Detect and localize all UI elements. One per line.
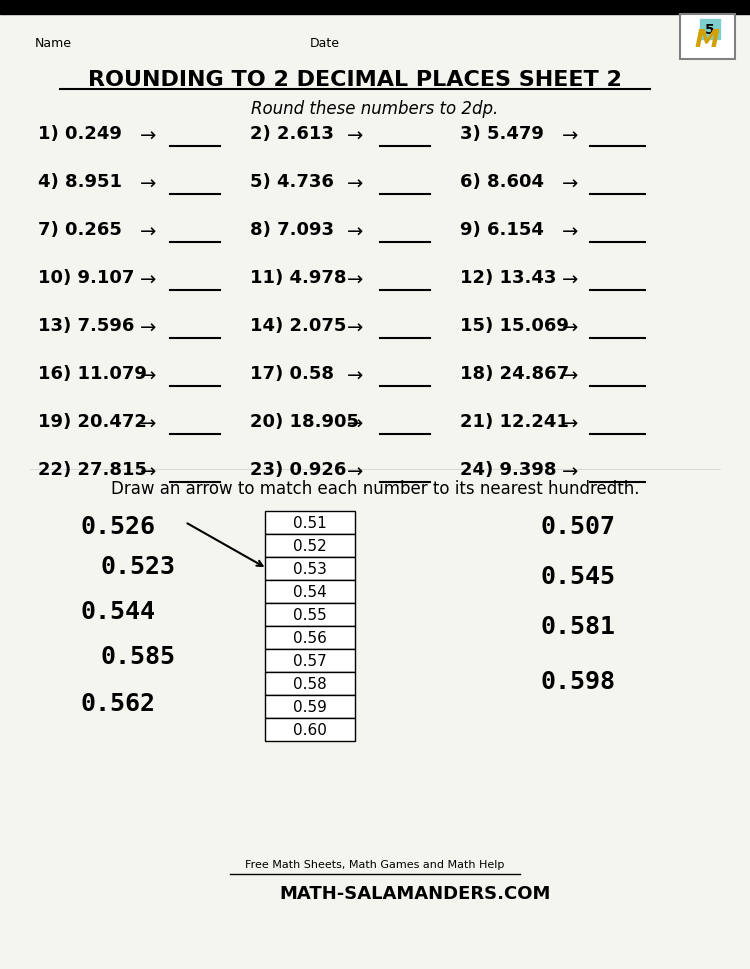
Text: 0.51: 0.51	[293, 516, 327, 530]
Bar	[265, 696, 355, 718]
FancyBboxPatch shape	[680, 15, 735, 60]
Text: 9) 6.154: 9) 6.154	[460, 221, 544, 238]
Bar	[265, 626, 355, 649]
Text: 5: 5	[705, 23, 715, 37]
Text: MATH-SALAMANDERS.COM: MATH-SALAMANDERS.COM	[279, 884, 550, 902]
Text: →: →	[346, 366, 363, 386]
Text: 12) 13.43: 12) 13.43	[460, 268, 556, 287]
Text: 22) 27.815: 22) 27.815	[38, 460, 147, 479]
Text: 2) 2.613: 2) 2.613	[250, 125, 334, 142]
Bar	[265, 557, 355, 580]
Text: →: →	[140, 127, 156, 146]
Text: 11) 4.978: 11) 4.978	[250, 268, 346, 287]
Text: 10) 9.107: 10) 9.107	[38, 268, 134, 287]
Text: M: M	[694, 28, 719, 52]
Text: 0.523: 0.523	[100, 554, 175, 578]
Text: 18) 24.867: 18) 24.867	[460, 364, 569, 383]
Bar	[0, 0, 750, 15]
Text: 15) 15.069: 15) 15.069	[460, 317, 568, 334]
Text: →: →	[346, 223, 363, 241]
Text: 17) 0.58: 17) 0.58	[250, 364, 334, 383]
Bar	[700, 20, 720, 40]
Text: →: →	[140, 366, 156, 386]
Text: 13) 7.596: 13) 7.596	[38, 317, 134, 334]
Text: 23) 0.926: 23) 0.926	[250, 460, 346, 479]
Text: 0.545: 0.545	[540, 564, 615, 588]
Text: 6) 8.604: 6) 8.604	[460, 172, 544, 191]
Text: 0.60: 0.60	[293, 722, 327, 737]
Text: →: →	[562, 270, 578, 290]
Text: →: →	[562, 319, 578, 337]
Text: 0.58: 0.58	[293, 676, 327, 691]
Text: 0.526: 0.526	[80, 515, 155, 539]
Text: →: →	[140, 319, 156, 337]
Text: Date: Date	[310, 37, 340, 50]
Text: 3) 5.479: 3) 5.479	[460, 125, 544, 142]
Text: 4) 8.951: 4) 8.951	[38, 172, 122, 191]
Text: →: →	[346, 270, 363, 290]
Text: 8) 7.093: 8) 7.093	[250, 221, 334, 238]
Bar	[265, 535, 355, 557]
Text: →: →	[562, 415, 578, 433]
Bar	[265, 649, 355, 672]
Text: 19) 20.472: 19) 20.472	[38, 413, 147, 430]
Text: 0.562: 0.562	[80, 691, 155, 715]
Text: Name: Name	[35, 37, 72, 50]
Text: 0.507: 0.507	[540, 515, 615, 539]
Bar	[265, 580, 355, 604]
Bar	[265, 604, 355, 626]
Text: →: →	[562, 366, 578, 386]
Text: →: →	[346, 415, 363, 433]
Text: 0.55: 0.55	[293, 608, 327, 622]
Bar	[265, 718, 355, 741]
Text: →: →	[562, 223, 578, 241]
Text: →: →	[562, 462, 578, 482]
Text: 16) 11.079: 16) 11.079	[38, 364, 147, 383]
Bar	[265, 512, 355, 535]
Text: →: →	[346, 127, 363, 146]
Text: →: →	[346, 174, 363, 194]
Text: Round these numbers to 2dp.: Round these numbers to 2dp.	[251, 100, 499, 118]
Text: 21) 12.241: 21) 12.241	[460, 413, 568, 430]
Text: →: →	[562, 174, 578, 194]
Bar	[265, 672, 355, 696]
Text: →: →	[562, 127, 578, 146]
Text: →: →	[140, 462, 156, 482]
Text: →: →	[140, 415, 156, 433]
Text: ROUNDING TO 2 DECIMAL PLACES SHEET 2: ROUNDING TO 2 DECIMAL PLACES SHEET 2	[88, 70, 622, 90]
Text: →: →	[140, 174, 156, 194]
Text: 0.56: 0.56	[293, 631, 327, 645]
Text: 0.53: 0.53	[293, 561, 327, 577]
Text: 0.581: 0.581	[540, 614, 615, 639]
Text: 0.52: 0.52	[293, 539, 327, 553]
Text: 1) 0.249: 1) 0.249	[38, 125, 122, 142]
Text: Free Math Sheets, Math Games and Math Help: Free Math Sheets, Math Games and Math He…	[245, 860, 505, 869]
Text: 24) 9.398: 24) 9.398	[460, 460, 556, 479]
Text: 0.54: 0.54	[293, 584, 327, 600]
Text: 0.57: 0.57	[293, 653, 327, 669]
Text: →: →	[140, 270, 156, 290]
Text: Draw an arrow to match each number to its nearest hundredth.: Draw an arrow to match each number to it…	[111, 480, 639, 497]
Text: →: →	[346, 462, 363, 482]
Text: 14) 2.075: 14) 2.075	[250, 317, 346, 334]
Text: 0.585: 0.585	[100, 644, 175, 669]
Text: 20) 18.905: 20) 18.905	[250, 413, 359, 430]
Text: 0.59: 0.59	[293, 700, 327, 714]
Text: 7) 0.265: 7) 0.265	[38, 221, 122, 238]
Text: →: →	[346, 319, 363, 337]
Text: →: →	[140, 223, 156, 241]
Text: 0.598: 0.598	[540, 670, 615, 693]
Text: 0.544: 0.544	[80, 600, 155, 623]
Text: 5) 4.736: 5) 4.736	[250, 172, 334, 191]
